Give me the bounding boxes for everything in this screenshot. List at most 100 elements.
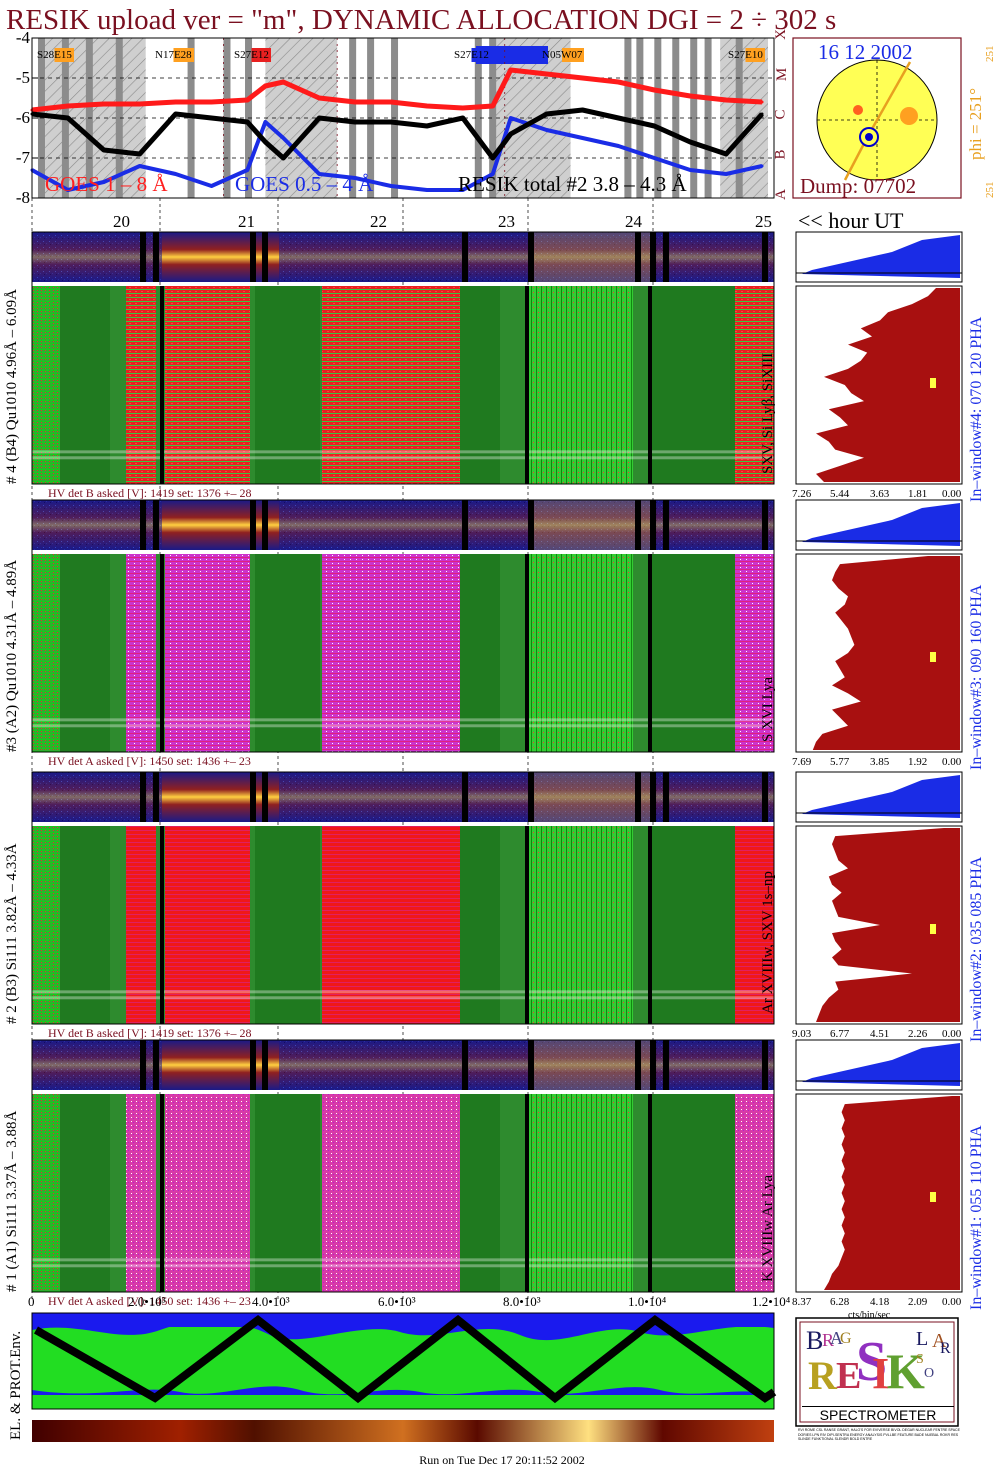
series-point [581,108,585,112]
detector-label: # 1 (A1) Si111 3.37Å – 3.88Å [4,1110,20,1292]
band-bright [528,500,651,550]
series-point [245,168,249,172]
series-point [263,140,267,144]
detector-panel-2 [31,771,963,1025]
pha-histogram [802,775,960,818]
spectrogram-segment [32,286,60,484]
detector-frame [31,499,775,753]
spectrogram-segment [60,1094,110,1292]
page-title: RESIK upload ver = "m", DYNAMIC ALLOCATI… [6,4,837,36]
band-gap [140,772,146,822]
env-x-tick: 1.2•10⁴ [752,1294,791,1309]
window-marker [930,924,936,934]
hv-status: HV det B asked [V]: 1419 set: 1376 +– 28 [48,1026,252,1040]
series-point [616,144,620,148]
detector-label: # 2 (B3) Si111 3.82Å – 4.33Å [4,843,20,1024]
goes-class-letter: C [772,109,789,120]
env-label: EL. & PROT.Env. [8,1330,24,1440]
spectrogram-segment [60,554,110,752]
spectrogram-segment [32,554,60,752]
spectrogram-segment [735,286,774,484]
phi-top-tick: 251 [984,45,996,63]
spectrogram-segment [255,554,320,752]
series-point [491,172,495,176]
spectrogram-segment [165,286,250,484]
band-gap [153,500,159,550]
series-point [210,116,214,120]
band-gap [140,500,146,550]
in-window-label: In–window#4: 070 120 PHA [968,316,985,502]
emission-line-stripe [32,724,774,728]
phi-bottom-tick: 251 [984,181,996,199]
band-gap [650,1040,656,1090]
series-point [425,188,429,192]
spectrum-x-tick: 7.26 [792,488,812,500]
line-id-label: K XVIIIw Ar Lya [760,1174,776,1282]
spectrum-x-tick: 6.28 [830,1296,850,1308]
pha-histogram [802,503,960,546]
band-gap [462,772,468,822]
spectrogram-segment [650,554,735,752]
pha-histogram [802,1043,960,1086]
band-bright [528,232,651,282]
series-point [652,88,656,92]
series-point [281,156,285,160]
spectrum-x-tick: 5.44 [830,488,850,500]
spectrum-x-tick: 3.85 [870,756,890,768]
band-gap [153,772,159,822]
data-gap-bar [115,38,123,198]
data-gap-bar [489,38,497,198]
series-point [138,152,142,156]
spectrogram-gap [160,826,164,1024]
band-gap [140,1040,146,1090]
spectrum-x-tick: 0.00 [942,488,962,500]
series-point [724,98,728,102]
spectrogram-segment [650,1094,735,1292]
spectrogram-segment [255,286,320,484]
spectrogram-segment [126,1094,156,1292]
spectrum-x-tick: 0.00 [942,1028,962,1040]
series-point [652,156,656,160]
goes-y-tick: -6 [15,108,30,127]
band-gap [650,772,656,822]
line-id-label: Ar XVIIIw, SXV 1s–np [760,871,776,1014]
spectrogram-gap [648,286,652,484]
in-window-label: In–window#2: 035 085 PHA [968,856,985,1042]
spectrum-profile [816,288,960,482]
hour-tick: 22 [370,212,387,231]
band-gap [250,1040,256,1090]
logo-artwork: B R A G R E S K I S O L A R [806,1326,951,1399]
series-point [353,120,357,124]
environment-panel [31,1312,777,1442]
spectrogram-segment [126,286,156,484]
spectrogram-gap [648,1094,652,1292]
band-gap [262,772,268,822]
detector-panel-3 [31,499,963,753]
spectrogram-segment [32,826,60,1024]
band-gap [762,500,768,550]
band-bright [162,232,279,282]
spectrogram-segment [32,1094,60,1292]
emission-line-stripe [32,718,774,722]
goes-class-letter: X [772,29,789,40]
spectrogram-segment [528,826,633,1024]
band-gap [528,1040,534,1090]
band-gap [635,232,641,282]
window-marker [930,1192,936,1202]
band-gap [262,500,268,550]
spectrum-profile [824,1096,960,1290]
spectrum-x-tick: 7.69 [792,756,812,768]
spectrogram-segment [255,826,320,1024]
series-point [760,112,764,116]
spectrogram-segment [322,554,460,752]
hour-tick: 25 [755,212,772,231]
series-point [581,76,585,80]
env-x-tick: 8.0•10³ [503,1294,541,1309]
spectrogram-segment [528,554,633,752]
spectrogram-segment [126,554,156,752]
spectrum-profile [816,828,960,1022]
band-gap [762,1040,768,1090]
series-point [509,116,513,120]
detector-panel-1 [31,1039,963,1293]
active-region-label: N05W07 [540,48,585,62]
